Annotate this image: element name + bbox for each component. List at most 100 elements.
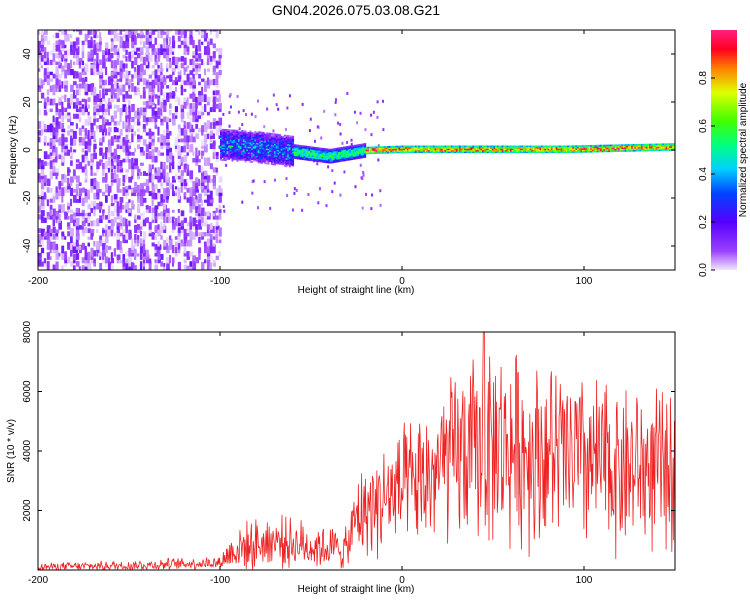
- heatmap-cell: [336, 160, 339, 163]
- heatmap-cell: [148, 205, 152, 213]
- heatmap-cell: [580, 150, 583, 153]
- heatmap-cell: [316, 150, 319, 152]
- heatmap-cell: [220, 157, 222, 160]
- heatmap-cell: [78, 88, 81, 96]
- heatmap-cell: [293, 154, 296, 157]
- heatmap-cell: [287, 151, 290, 153]
- heatmap-cell: [274, 163, 277, 166]
- heatmap-cell: [84, 188, 87, 193]
- heatmap-cell: [275, 159, 278, 162]
- heatmap-cell: [601, 146, 604, 148]
- heatmap-cell: [157, 84, 160, 92]
- heatmap-cell: [257, 141, 260, 144]
- heatmap-cell: [511, 146, 514, 149]
- heatmap-cell: [157, 137, 160, 143]
- heatmap-cell: [324, 154, 327, 156]
- heatmap-cell: [67, 63, 71, 72]
- heatmap-cell: [662, 147, 665, 150]
- heatmap-cell: [654, 149, 657, 152]
- heatmap-cell: [278, 149, 281, 152]
- heatmap-cell: [275, 150, 278, 153]
- heatmap-cell: [408, 149, 411, 152]
- heatmap-cell: [298, 154, 301, 157]
- heatmap-cell: [223, 154, 226, 157]
- heatmap-cell: [523, 148, 526, 151]
- heatmap-cell: [316, 151, 319, 154]
- heatmap-cell: [234, 132, 237, 135]
- heatmap-cell: [342, 146, 345, 149]
- heatmap-cell: [244, 153, 247, 156]
- heatmap-cell: [251, 158, 254, 160]
- heatmap-cell: [473, 146, 476, 149]
- heatmap-cell: [370, 152, 373, 155]
- heatmap-cell: [134, 182, 137, 186]
- heatmap-cell: [473, 151, 476, 154]
- heatmap-cell: [223, 134, 226, 137]
- heatmap-cell: [195, 147, 198, 156]
- heatmap-cell: [629, 147, 632, 149]
- heatmap-cell: [269, 160, 272, 162]
- heatmap-cell: [364, 156, 367, 158]
- heatmap-cell: [663, 143, 666, 146]
- heatmap-cell: [148, 128, 152, 136]
- heatmap-cell: [305, 157, 308, 160]
- y-tick-label: 20: [22, 96, 33, 108]
- heatmap-cell: [242, 151, 245, 154]
- heatmap-cell: [485, 148, 488, 151]
- heatmap-cell: [654, 146, 657, 149]
- heatmap-cell: [318, 160, 321, 163]
- heatmap-cell: [388, 151, 391, 154]
- heatmap-cell: [163, 262, 166, 267]
- y-tick-label: -20: [22, 190, 33, 205]
- heatmap-cell: [246, 134, 249, 137]
- heatmap-cell: [174, 148, 178, 153]
- heatmap-cell: [233, 136, 236, 139]
- heatmap-cell: [614, 144, 617, 147]
- heatmap-cell: [183, 46, 188, 52]
- heatmap-cell: [102, 248, 106, 254]
- heatmap-cell: [295, 155, 298, 158]
- heatmap-cell: [359, 154, 362, 156]
- heatmap-cell: [549, 149, 552, 152]
- heatmap-cell: [137, 198, 140, 203]
- heatmap-cell: [259, 158, 262, 161]
- heatmap-cell: [206, 101, 210, 106]
- heatmap-cell: [650, 143, 653, 146]
- heatmap-cell: [220, 148, 222, 151]
- heatmap-cell: [218, 47, 223, 55]
- heatmap-cell: [46, 124, 51, 133]
- heatmap-cell: [401, 146, 404, 149]
- heatmap-cell: [272, 136, 275, 138]
- heatmap-cell: [413, 146, 416, 149]
- heatmap-cell: [186, 265, 190, 270]
- heatmap-cell: [270, 163, 273, 166]
- heatmap-cell: [295, 154, 298, 157]
- heatmap-cell: [278, 162, 281, 165]
- heatmap-cell: [296, 156, 299, 158]
- heatmap-cell: [40, 198, 45, 207]
- heatmap-cell: [113, 194, 118, 200]
- heatmap-cell: [277, 148, 280, 151]
- heatmap-cell: [236, 141, 239, 144]
- heatmap-cell: [107, 103, 112, 109]
- heatmap-cell: [252, 133, 255, 136]
- heatmap-cell: [359, 111, 362, 115]
- heatmap-cell: [300, 147, 303, 150]
- heatmap-cell: [189, 93, 193, 99]
- heatmap-cell: [212, 146, 216, 153]
- heatmap-cell: [418, 145, 421, 148]
- heatmap-cell: [107, 143, 112, 153]
- heatmap-cell: [329, 161, 332, 164]
- heatmap-cell: [260, 143, 263, 146]
- heatmap-cell: [128, 82, 131, 89]
- heatmap-cell: [186, 172, 190, 176]
- heatmap-cell: [113, 148, 118, 156]
- heatmap-cell: [110, 86, 115, 96]
- heatmap-cell: [329, 155, 332, 158]
- heatmap-cell: [189, 81, 193, 86]
- heatmap-cell: [282, 144, 285, 147]
- heatmap-cell: [385, 150, 388, 153]
- heatmap-cell: [228, 147, 231, 150]
- heatmap-cell: [75, 237, 79, 247]
